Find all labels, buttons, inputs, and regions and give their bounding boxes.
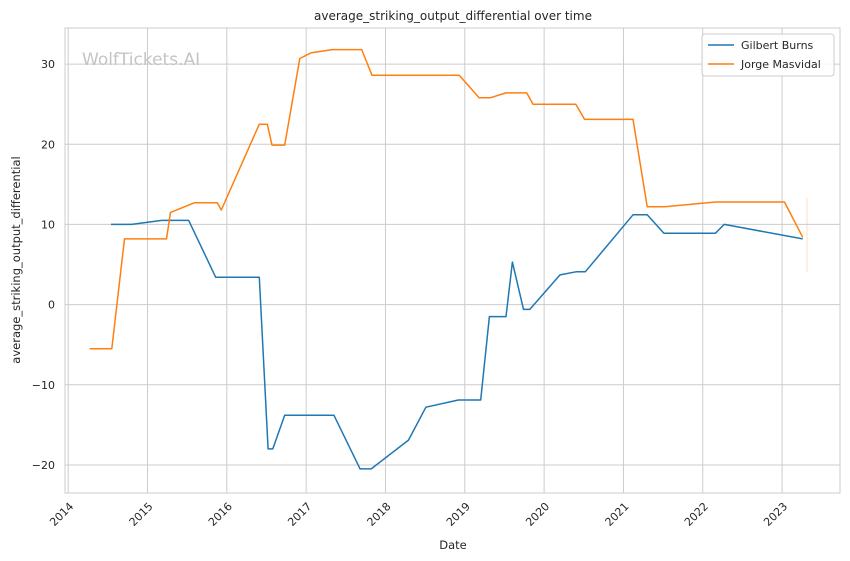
series-line-gilbert-burns — [111, 214, 803, 470]
y-tick-label: −10 — [32, 379, 55, 392]
legend-label-jorge-masvidal: Jorge Masvidal — [740, 58, 821, 71]
x-axis-label: Date — [439, 538, 467, 552]
plot-area — [64, 27, 841, 494]
y-tick-label: 20 — [41, 138, 55, 151]
y-tick-label: 10 — [41, 218, 55, 231]
watermark: WolfTickets.AI — [82, 50, 200, 70]
y-tick-label: 0 — [48, 299, 55, 312]
legend-box — [701, 33, 835, 77]
y-tick-label: 30 — [41, 58, 55, 71]
y-axis-ticks: −20 −10 0 10 20 30 — [32, 58, 55, 472]
series-line-jorge-masvidal — [89, 48, 804, 350]
series-lines — [89, 48, 804, 470]
legend: Gilbert Burns Jorge Masvidal — [701, 33, 835, 77]
legend-label-gilbert-burns: Gilbert Burns — [741, 39, 814, 52]
chart-title: average_striking_output_differential ove… — [314, 9, 592, 23]
y-axis-label: average_striking_output_differential — [9, 156, 23, 363]
grid — [65, 28, 840, 493]
y-tick-label: −20 — [32, 459, 55, 472]
